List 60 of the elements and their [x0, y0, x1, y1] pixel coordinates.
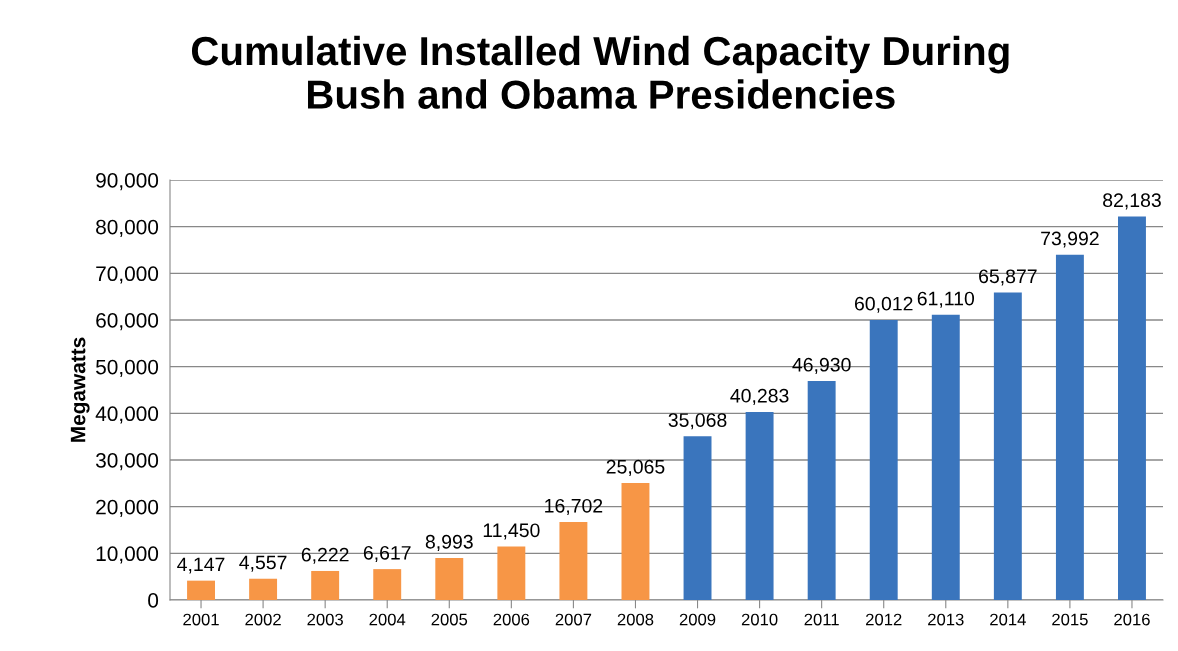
- data-label: 4,147: [177, 557, 225, 574]
- bar: [497, 546, 526, 600]
- y-tick-label: 90,000: [96, 173, 159, 191]
- x-tick-label: 2012: [866, 613, 902, 626]
- bar: [807, 380, 836, 600]
- data-label: 16,702: [545, 498, 603, 515]
- chart-title: Cumulative Installed Wind Capacity During Bush and Obama Presidencies: [191, 35, 1009, 109]
- data-label: 73,992: [1041, 231, 1099, 248]
- data-label: 4,557: [239, 555, 287, 572]
- bar: [311, 570, 340, 600]
- y-tick-label: 10,000: [96, 546, 159, 564]
- x-tick-label: 2014: [990, 613, 1026, 626]
- data-label: 6,222: [301, 547, 349, 564]
- data-label: 35,068: [668, 413, 727, 430]
- x-tick-label: 2005: [431, 613, 468, 626]
- bar: [559, 522, 588, 600]
- data-label: 46,930: [792, 357, 851, 374]
- bar: [435, 558, 464, 600]
- bar: [249, 578, 278, 600]
- bar: [931, 314, 960, 600]
- y-tick-label: 50,000: [96, 359, 159, 377]
- y-tick-label: 70,000: [96, 266, 159, 284]
- data-label: 11,450: [483, 523, 540, 540]
- data-label: 60,012: [854, 296, 913, 313]
- y-tick-label: 20,000: [96, 499, 159, 517]
- y-tick-label: 60,000: [96, 313, 159, 331]
- bar: [1118, 216, 1146, 600]
- data-label: 82,183: [1103, 193, 1161, 210]
- x-tick-label: 2003: [307, 613, 343, 626]
- x-tick-label: 2010: [741, 613, 778, 626]
- y-tick-label: 30,000: [95, 453, 159, 471]
- bar: [1055, 254, 1084, 600]
- bar: [869, 319, 898, 600]
- y-tick-label: 80,000: [96, 219, 159, 237]
- x-tick-label: 2002: [245, 613, 281, 626]
- bar: [373, 569, 402, 600]
- y-tick-label: 40,000: [95, 406, 159, 424]
- x-tick-label: 2007: [555, 613, 592, 626]
- data-label: 25,065: [606, 459, 665, 476]
- bar: [683, 436, 712, 600]
- x-tick-label: 2016: [1114, 613, 1150, 626]
- data-label: 40,283: [730, 388, 789, 405]
- data-label: 65,877: [979, 269, 1037, 286]
- y-axis-title: Megawatts: [70, 337, 90, 442]
- x-tick-label: 2001: [183, 613, 219, 626]
- x-tick-label: 2004: [369, 613, 406, 626]
- x-tick-label: 2011: [804, 613, 839, 626]
- y-tick-label: 0: [148, 593, 159, 608]
- x-tick-label: 2006: [493, 613, 530, 626]
- bar: [993, 292, 1022, 600]
- data-label: 8,993: [425, 534, 473, 551]
- x-tick-label: 2008: [617, 613, 654, 626]
- x-tick-label: 2013: [928, 613, 964, 626]
- data-label: 6,617: [363, 545, 411, 563]
- x-tick-label: 2009: [679, 613, 716, 626]
- x-tick-label: 2015: [1052, 613, 1088, 626]
- bar: [621, 483, 650, 600]
- data-label: 61,110: [917, 291, 975, 308]
- bar: [187, 580, 215, 600]
- bar: [745, 412, 774, 600]
